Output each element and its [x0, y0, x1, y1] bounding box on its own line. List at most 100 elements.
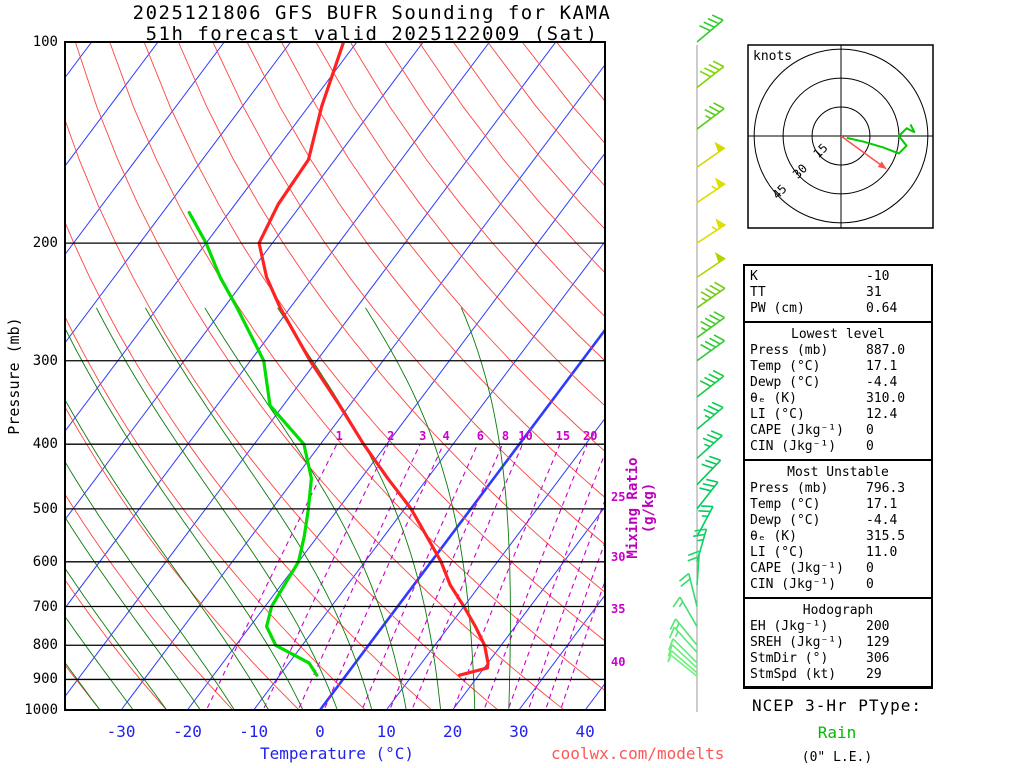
isotherm-line — [518, 594, 605, 710]
table-section: Hodograph EH (Jkg⁻¹) 200 SREH (Jkg⁻¹) 129 Stm… — [745, 597, 931, 687]
table-row-label: Temp (°C) — [750, 497, 821, 512]
dry-adiabats-group — [65, 42, 605, 710]
table-row-value: 0 — [866, 561, 874, 576]
watermark-text: coolwx.com/modelts — [551, 744, 725, 763]
table-row-value: 200 — [866, 619, 890, 634]
table-section-header: Lowest level — [791, 327, 885, 342]
chart-area — [65, 42, 605, 710]
table-row-value: 306 — [866, 651, 890, 666]
mixing-ratio-line — [323, 443, 444, 710]
dry-adiabat-line — [281, 42, 605, 452]
ptype-panel: NCEP 3-Hr PType: Rain (0" L.E.) — [743, 686, 931, 765]
table-section: Lowest level Press (mb) 887.0 Temp (°C) 17.1… — [745, 321, 931, 459]
table-row-label: Press (mb) — [750, 481, 829, 496]
mixing-ratio-labels: 1 2 3 4 6 8 10 15 20 25 30 35 40 — [336, 429, 626, 669]
wind-barb — [696, 252, 726, 278]
mixing-ratio-line — [483, 443, 588, 710]
wind-barb — [696, 141, 726, 168]
table-row-value: -4.4 — [866, 513, 898, 528]
dry-adiabat-line — [65, 406, 300, 710]
dry-adiabat-line — [74, 42, 566, 710]
isotherm-line — [385, 417, 605, 710]
pressure-tick-label: 200 — [32, 235, 58, 252]
pressure-tick-label: 1000 — [24, 702, 58, 718]
ptype-liquid-equivalent: (0" L.E.) — [801, 750, 873, 765]
mixing-ratio-label: 4 — [443, 429, 450, 443]
dry-adiabat-line — [246, 42, 605, 499]
table-row: Temp (°C) 17.1 — [750, 497, 926, 513]
wind-barb — [696, 334, 725, 362]
dry-adiabat-line — [65, 493, 234, 710]
dry-adiabat-line — [212, 42, 605, 546]
table-section-header: Hodograph — [802, 603, 874, 618]
table-row-value: -10 — [866, 269, 890, 284]
dry-adiabat-line — [177, 42, 605, 593]
mixing-ratio-label: 10 — [518, 429, 532, 443]
mixing-ratio-line — [389, 443, 504, 710]
wind-barbs-group — [667, 14, 726, 712]
moist-adiabat-line — [365, 307, 476, 710]
wind-barb — [668, 654, 698, 677]
table-row: SREH (Jkg⁻¹) 129 — [750, 635, 926, 651]
hodograph-ring — [753, 48, 929, 224]
table-row-value: 0 — [866, 423, 874, 438]
moist-adiabat-line — [65, 460, 235, 710]
table-row-label: Dewp (°C) — [750, 513, 821, 528]
table-row-label: LI (°C) — [750, 545, 805, 560]
isotherm-line — [65, 42, 358, 433]
isotherm-line — [65, 42, 557, 698]
moist-adiabat-line — [460, 307, 511, 710]
wind-barb — [678, 572, 698, 607]
temperature-tick-label: 20 — [442, 722, 463, 741]
table-row: CIN (Jkg⁻¹) 0 — [750, 439, 926, 455]
dry-adiabat-line — [349, 42, 605, 362]
table-row: Temp (°C) 17.1 — [750, 359, 926, 375]
moist-adiabat-line — [65, 516, 201, 710]
temperature-tick-label: -30 — [106, 722, 136, 741]
temperature-tick-label: -10 — [239, 722, 269, 741]
isotherm-line — [452, 505, 605, 710]
table-row-label: CIN (Jkg⁻¹) — [750, 439, 837, 454]
dry-adiabat-line — [65, 579, 168, 710]
wind-barb — [696, 505, 714, 537]
table-row-label: LI (°C) — [750, 407, 805, 422]
mixing-ratio-axis-label: Mixing Ratio (g/kg) — [625, 457, 657, 559]
table-row: EH (Jkg⁻¹) 200 — [750, 619, 926, 635]
hodograph-units-label: knots — [753, 49, 792, 64]
table-row-value: 0.64 — [866, 301, 898, 316]
pressure-tick-label: 500 — [32, 500, 58, 517]
table-row-label: CAPE (Jkg⁻¹) — [750, 423, 844, 438]
wind-barb — [669, 618, 698, 646]
dry-adiabat-line — [315, 42, 605, 407]
pressure-axis-label: Pressure (mb) — [5, 317, 23, 435]
temperature-tick-label: 10 — [376, 722, 396, 741]
hodograph-trace — [846, 123, 916, 155]
dry-adiabat-line — [109, 42, 605, 692]
pressure-tick-label: 600 — [32, 553, 58, 570]
moist-adiabat-line — [65, 615, 134, 710]
table-row-value: 0 — [866, 577, 874, 592]
table-row-value: 887.0 — [866, 343, 906, 358]
isotherm-line — [120, 63, 605, 710]
wind-barb — [696, 455, 722, 486]
pressure-tick-label: 900 — [32, 671, 58, 688]
table-row-label: TT — [750, 285, 766, 300]
isotherm-line — [65, 42, 225, 256]
chart-title: 2025121806 GFS BUFR Sounding for KAMA — [132, 2, 612, 24]
table-row-label: StmDir (°) — [750, 651, 829, 666]
pressure-tick-label: 700 — [32, 598, 58, 615]
wind-barb — [696, 430, 723, 459]
dry-adiabat-line — [65, 664, 101, 710]
table-row-value: 0 — [866, 439, 874, 454]
table-row-value: 315.5 — [866, 529, 906, 544]
table-row-label: EH (Jkg⁻¹) — [750, 619, 829, 634]
dry-adiabat-line — [452, 42, 605, 230]
table-row: Press (mb) 887.0 — [750, 343, 926, 359]
table-row: LI (°C) 12.4 — [750, 407, 926, 423]
table-section-header: Most Unstable — [787, 465, 889, 480]
mixing-ratio-label: 1 — [336, 429, 343, 443]
table-row-label: StmSpd (kt) — [750, 667, 837, 682]
mixing-ratio-line — [361, 443, 479, 710]
temperature-tick-label: -20 — [172, 722, 202, 741]
